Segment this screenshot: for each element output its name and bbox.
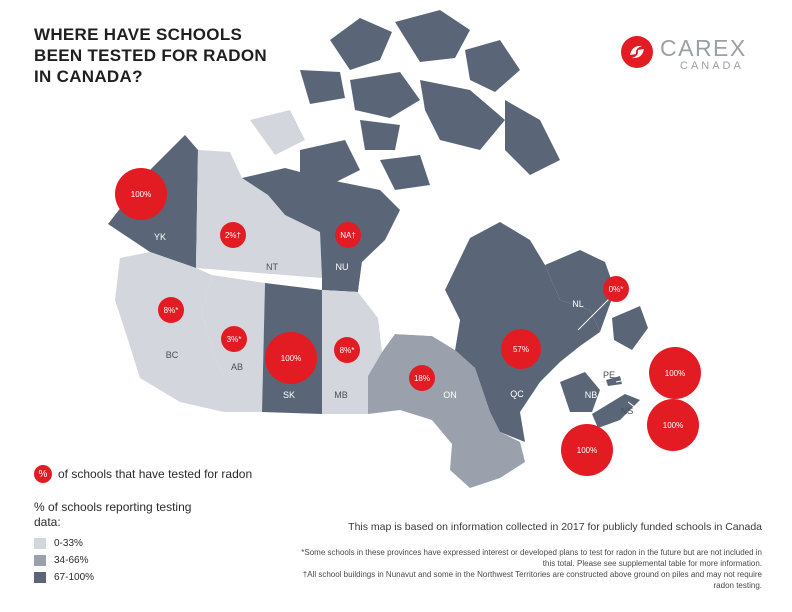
- region-pe: [606, 376, 622, 386]
- circle-ns: 100%: [647, 399, 699, 451]
- circle-label-ns: 100%: [663, 421, 683, 430]
- region-nu: [242, 168, 400, 292]
- region-nl-labrador: [545, 250, 615, 332]
- leader-line-pe: [615, 373, 655, 383]
- circle-label-qc: 57%: [513, 345, 529, 354]
- legend-swatch-low: [34, 538, 46, 549]
- arctic-islands: [250, 10, 560, 190]
- circle-label-mb: 8%*: [340, 346, 355, 355]
- legend-circle-symbol: %: [34, 465, 52, 483]
- map-title: WHERE HAVE SCHOOLS BEEN TESTED FOR RADON…: [34, 24, 334, 87]
- circle-label-sk: 100%: [281, 354, 301, 363]
- label-ns: NS: [621, 406, 634, 416]
- title-line-1: WHERE HAVE SCHOOLS: [34, 25, 243, 44]
- circle-mb: 8%*: [334, 337, 360, 363]
- circle-label-nb: 100%: [577, 446, 597, 455]
- legend-items: 0-33% 34-66% 67-100%: [34, 535, 94, 586]
- circle-label-nl: 0%*: [609, 285, 624, 294]
- circle-ab: 3%*: [221, 326, 247, 352]
- circle-label-on: 18%: [414, 374, 430, 383]
- region-nl-island: [612, 306, 648, 350]
- carex-logo-icon: [621, 36, 653, 68]
- label-sk: SK: [283, 390, 295, 400]
- label-yk: YK: [154, 232, 166, 242]
- footnote-dagger: †All school buildings in Nunavut and som…: [302, 570, 762, 590]
- region-bc: [115, 252, 224, 412]
- legend-label-low: 0-33%: [54, 538, 83, 549]
- legend-label-mid: 34-66%: [54, 555, 89, 566]
- title-line-2: BEEN TESTED FOR RADON: [34, 46, 267, 65]
- hudson-bay: [358, 240, 460, 350]
- label-bc: BC: [166, 350, 179, 360]
- source-note: This map is based on information collect…: [348, 521, 762, 533]
- legend-title: % of schools reporting testing data:: [34, 500, 192, 529]
- circle-qc: 57%: [501, 329, 541, 369]
- carex-logo: CAREX CANADA: [620, 33, 760, 75]
- circle-on: 18%: [409, 365, 435, 391]
- circle-label-yk: 100%: [131, 190, 151, 199]
- legend-item-mid: 34-66%: [34, 552, 94, 569]
- region-nb: [560, 372, 600, 412]
- logo-name: CAREX: [660, 35, 747, 61]
- footnotes: *Some schools in these provinces have ex…: [292, 547, 762, 591]
- circle-yk: 100%: [115, 168, 167, 220]
- circle-nl: 0%*: [603, 276, 629, 302]
- circle-label-ab: 3%*: [227, 335, 242, 344]
- leader-line-ns: [627, 401, 653, 421]
- legend-item-high: 67-100%: [34, 569, 94, 586]
- legend-circle-key: % of schools that have tested for radon: [34, 465, 252, 483]
- legend-label-high: 67-100%: [54, 572, 95, 583]
- legend-swatch-mid: [34, 555, 46, 566]
- label-ab: AB: [231, 362, 243, 372]
- circle-label-nt: 2%†: [225, 231, 241, 240]
- label-mb: MB: [334, 390, 348, 400]
- legend-circle-text: of schools that have tested for radon: [58, 467, 253, 481]
- circle-bc: 8%*: [158, 297, 184, 323]
- footnote-asterisk: *Some schools in these provinces have ex…: [301, 548, 762, 568]
- label-nt: NT: [266, 262, 278, 272]
- circle-sk: 100%: [265, 332, 317, 384]
- legend-swatch-high: [34, 572, 46, 583]
- title-line-3: IN CANADA?: [34, 67, 143, 86]
- legend-item-low: 0-33%: [34, 535, 94, 552]
- logo-sub: CANADA: [680, 60, 744, 72]
- circle-label-bc: 8%*: [164, 306, 179, 315]
- label-nl: NL: [572, 299, 584, 309]
- label-qc: QC: [510, 389, 524, 399]
- circle-nu: NA†: [335, 222, 361, 248]
- label-pe: PE: [603, 370, 615, 380]
- circle-label-pe: 100%: [665, 369, 685, 378]
- label-on: ON: [443, 390, 457, 400]
- region-on: [368, 334, 525, 488]
- circle-pe: 100%: [649, 347, 701, 399]
- circle-nb: 100%: [561, 424, 613, 476]
- label-nb: NB: [585, 390, 598, 400]
- label-nu: NU: [336, 262, 349, 272]
- circle-nt: 2%†: [220, 222, 246, 248]
- circle-label-nu: NA†: [340, 231, 356, 240]
